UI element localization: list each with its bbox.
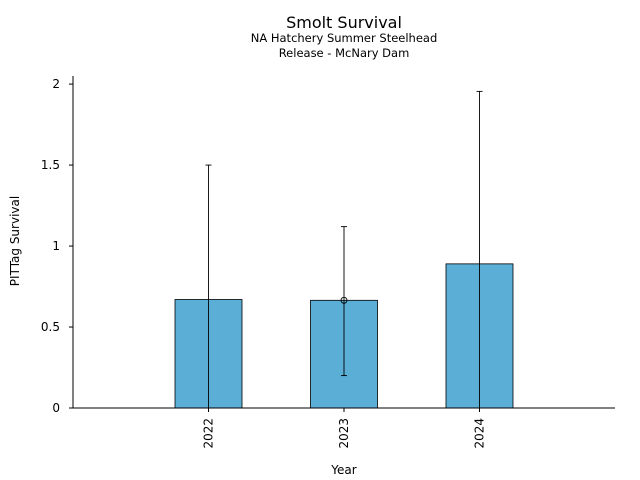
plot-area: 0 0.5 1 1.5 2 2022 2023 2024: [41, 76, 615, 449]
x-tick-label-2022: 2022: [202, 418, 216, 449]
y-tick-label-1.5: 1.5: [41, 158, 60, 172]
y-axis-label: PITTag Survival: [8, 196, 22, 286]
chart-subtitle-line-1: NA Hatchery Summer Steelhead: [251, 31, 438, 45]
y-tick-label-2: 2: [52, 77, 60, 91]
y-tick-label-0: 0: [52, 401, 60, 415]
error-center-marker-2023: [340, 296, 348, 304]
x-axis-label: Year: [330, 463, 356, 477]
y-tick-label-0.5: 0.5: [41, 320, 60, 334]
x-tick-label-2024: 2024: [473, 418, 487, 449]
x-tick-label-2023: 2023: [337, 418, 351, 449]
y-tick-label-1: 1: [52, 239, 60, 253]
chart-title: Smolt Survival: [286, 13, 402, 32]
chart-subtitle-line-2: Release - McNary Dam: [279, 46, 410, 60]
